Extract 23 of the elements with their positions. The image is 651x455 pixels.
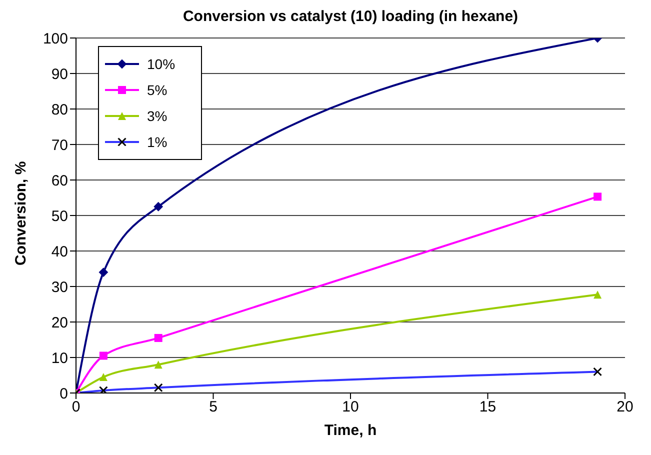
legend-label: 10% [147, 56, 176, 72]
y-axis-title: Conversion, % [12, 161, 30, 266]
y-tick-label: 50 [51, 208, 68, 225]
legend-label: 5% [147, 82, 168, 98]
legend-label: 3% [147, 108, 168, 124]
x-tick-label: 5 [209, 398, 218, 416]
chart-title: Conversion vs catalyst (10) loading (in hexane) [182, 8, 520, 27]
y-tick-label: 90 [51, 66, 68, 83]
x-tick-label: 15 [479, 398, 496, 416]
legend-label: 1% [147, 134, 168, 150]
y-tick-label: 0 [60, 385, 68, 402]
y-tick-label: 30 [51, 278, 68, 296]
y-tick-label: 20 [51, 314, 68, 332]
x-tick-label: 0 [72, 398, 80, 416]
y-tick-label: 40 [51, 243, 68, 260]
y-tick-label: 70 [51, 136, 68, 154]
y-tick-label: 10 [51, 350, 68, 367]
y-tick-label: 80 [51, 101, 68, 118]
x-axis-title: Time, h [324, 422, 377, 439]
x-tick-label: 10 [342, 398, 359, 416]
y-tick-label: 60 [51, 172, 68, 190]
y-tick-label: 100 [42, 30, 68, 48]
x-tick-label: 20 [616, 398, 634, 416]
